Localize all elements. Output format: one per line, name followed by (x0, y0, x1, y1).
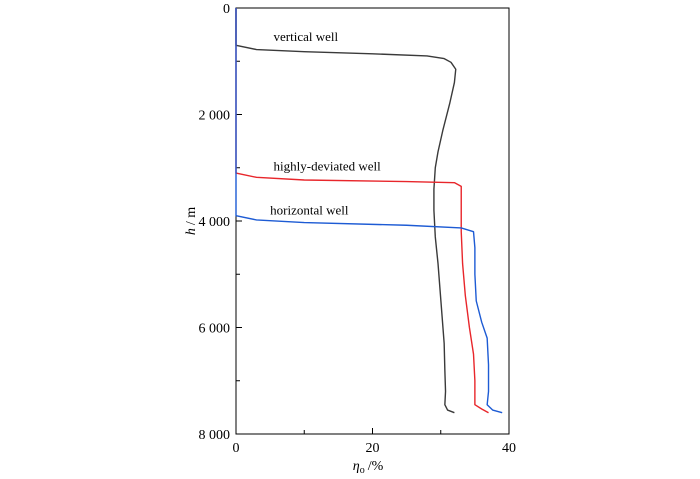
series-line-2 (235, 8, 489, 414)
y-tick-label: 4 000 (199, 215, 231, 230)
y-tick-label: 0 (223, 2, 230, 17)
series-label-3: horizontal well (270, 203, 349, 218)
series-lines (235, 8, 503, 414)
x-tick-label: 40 (502, 441, 516, 456)
y-tick-label: 8 000 (199, 428, 231, 443)
series-label-1: vertical well (274, 29, 339, 44)
series-line-1 (235, 8, 457, 414)
series-labels: vertical well highly-deviated well horizon… (270, 29, 381, 218)
series-label-2: highly-deviated well (274, 158, 382, 173)
y-tick-label: 6 000 (199, 322, 231, 337)
x-tick-label: 20 (366, 441, 380, 456)
y-axis-label: h/ m (184, 207, 199, 235)
x-tick-label: 0 (233, 441, 240, 456)
series-line-3 (235, 8, 503, 414)
y-tick-label: 2 000 (199, 109, 231, 124)
x-axis-label: ηo/% (353, 459, 384, 476)
